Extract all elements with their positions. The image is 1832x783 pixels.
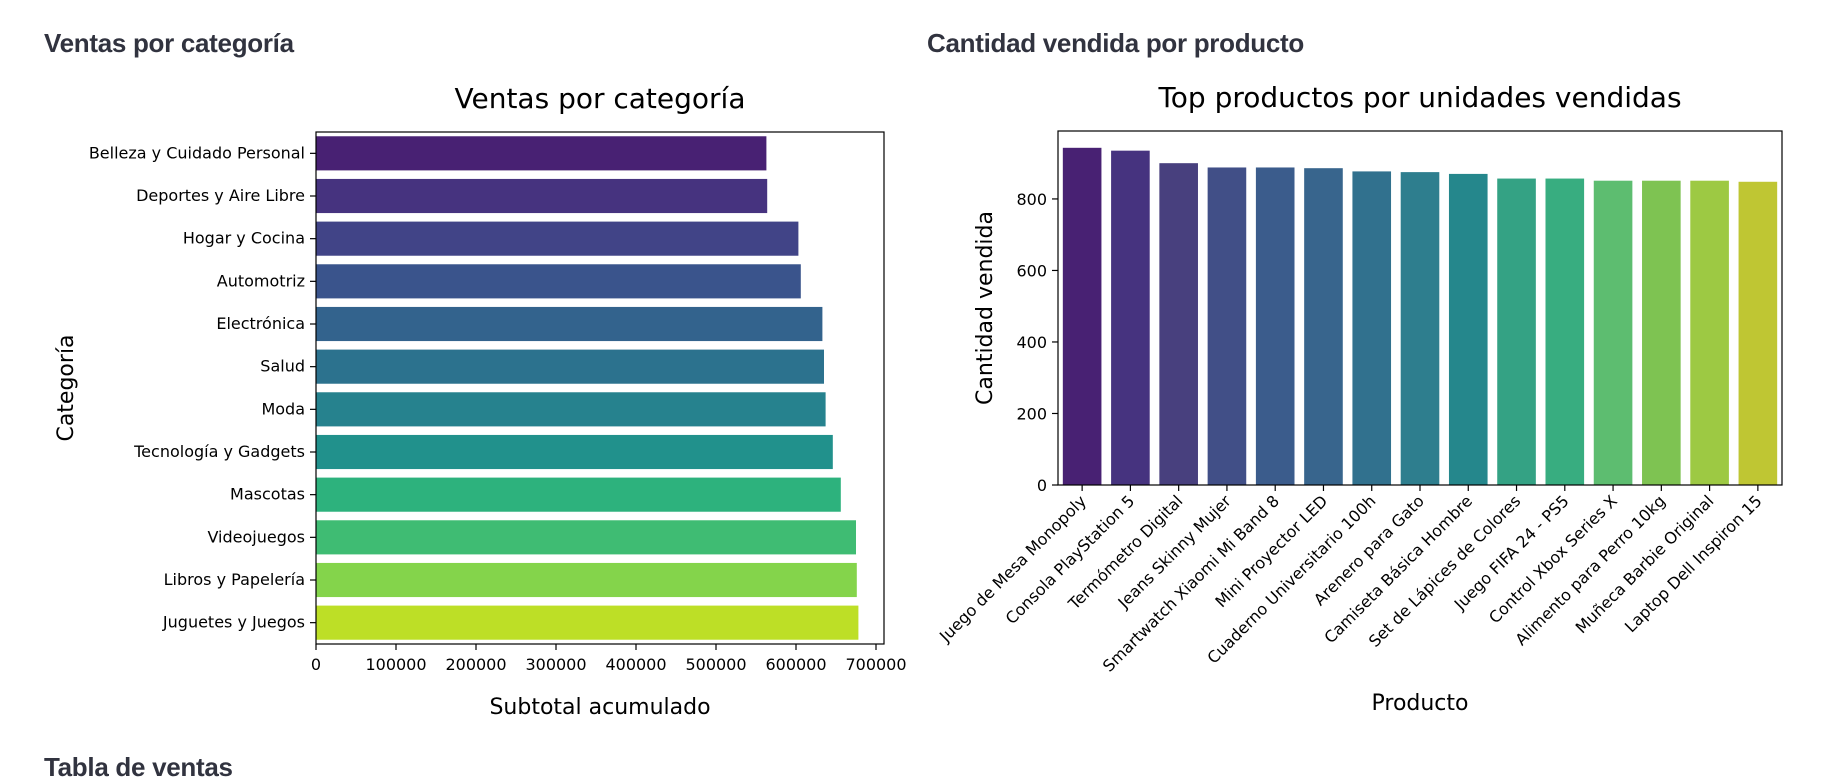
y-tick-label: 200 xyxy=(1016,404,1047,423)
bar-7 xyxy=(1400,172,1440,485)
x-tick-label: 700000 xyxy=(845,655,906,674)
section-heading-categories: Ventas por categoría xyxy=(44,28,294,58)
y-tick-label: 600 xyxy=(1016,261,1047,280)
y-tick-label: Deportes y Aire Libre xyxy=(136,186,305,205)
y-tick-label: Videojuegos xyxy=(207,527,305,546)
bar-10 xyxy=(1545,178,1585,485)
x-axis-label: Subtotal acumulado xyxy=(489,695,710,720)
x-tick-label: 0 xyxy=(311,655,321,674)
bar-3 xyxy=(316,264,801,299)
bar-6 xyxy=(1352,171,1392,485)
bar-1 xyxy=(316,178,768,214)
bar-14 xyxy=(1738,181,1778,485)
x-axis-label: Producto xyxy=(1372,691,1469,716)
y-axis-label: Categoría xyxy=(54,334,79,441)
y-axis-label: Cantidad vendida xyxy=(973,211,998,405)
bar-5 xyxy=(316,349,824,384)
y-tick-label: Belleza y Cuidado Personal xyxy=(89,143,305,162)
x-tick-label: 400000 xyxy=(605,655,666,674)
plot-frame xyxy=(315,131,885,645)
y-tick-label: 800 xyxy=(1016,190,1047,209)
y-tick-label: Mascotas xyxy=(230,485,305,504)
product-units-chart: Top productos por unidades vendidasJuego… xyxy=(935,81,1783,716)
section-heading-products: Cantidad vendida por producto xyxy=(927,28,1304,58)
y-tick-label: Hogar y Cocina xyxy=(183,229,305,248)
x-tick-label: 600000 xyxy=(765,655,826,674)
chart-title: Ventas por categoría xyxy=(454,82,745,115)
bar-2 xyxy=(1159,163,1198,485)
bar-4 xyxy=(316,306,823,342)
bar-12 xyxy=(1642,180,1681,485)
bar-5 xyxy=(1304,168,1343,486)
bar-2 xyxy=(316,221,799,256)
bar-0 xyxy=(316,136,767,171)
plot-frame xyxy=(1057,130,1783,486)
y-tick-label: Salud xyxy=(260,357,305,376)
y-tick-label: Moda xyxy=(261,399,305,418)
bar-4 xyxy=(1255,167,1295,485)
y-tick-label: 400 xyxy=(1016,333,1047,352)
bar-6 xyxy=(316,392,826,427)
bar-3 xyxy=(1207,167,1247,485)
bar-8 xyxy=(1448,173,1488,485)
section-heading-table: Tabla de ventas xyxy=(44,752,233,782)
y-tick-label: Automotriz xyxy=(217,271,305,290)
y-tick-label: Libros y Papelería xyxy=(164,570,305,589)
x-tick-label: 100000 xyxy=(365,655,426,674)
bar-0 xyxy=(1062,147,1102,485)
x-tick-label: 500000 xyxy=(685,655,746,674)
bar-7 xyxy=(316,434,833,470)
y-tick-label: Juguetes y Juegos xyxy=(162,613,305,632)
bar-8 xyxy=(316,477,841,512)
x-tick-label: Smartwatch Xiaomi Mi Band 8 xyxy=(1099,491,1283,675)
bar-9 xyxy=(1497,178,1536,485)
bar-9 xyxy=(316,520,856,555)
bar-11 xyxy=(316,605,859,640)
chart-title: Top productos por unidades vendidas xyxy=(1157,81,1681,114)
bar-1 xyxy=(1111,150,1150,485)
y-tick-label: Electrónica xyxy=(216,314,305,333)
bar-11 xyxy=(1593,180,1633,485)
x-tick-label: 200000 xyxy=(445,655,506,674)
bar-10 xyxy=(316,562,857,598)
category-sales-chart: Ventas por categoría Belleza y Cuidado Pe… xyxy=(54,82,907,720)
y-tick-label: Tecnología y Gadgets xyxy=(133,442,305,461)
y-tick-label: 0 xyxy=(1037,476,1047,495)
bar-13 xyxy=(1690,180,1729,485)
x-tick-label: 300000 xyxy=(525,655,586,674)
